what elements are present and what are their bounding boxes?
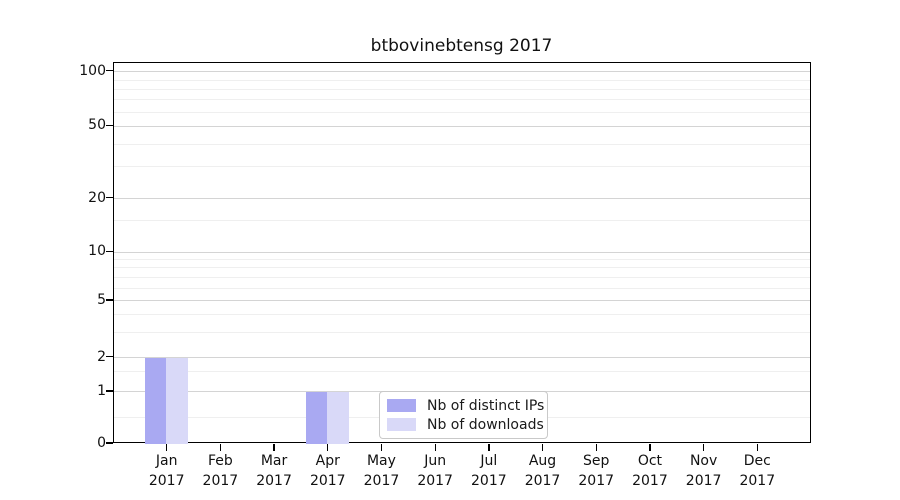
legend-item-distinct-ips: Nb of distinct IPs (387, 397, 544, 414)
gridline-minor (114, 88, 810, 90)
x-tick-mark (166, 444, 168, 451)
legend-label-downloads: Nb of downloads (427, 416, 544, 433)
y-tick-label: 10 (88, 243, 106, 260)
gridline-minor (114, 267, 810, 269)
x-tick-mark (219, 444, 222, 451)
gridline-minor (114, 314, 810, 316)
y-tick-label: 50 (88, 117, 106, 134)
x-tick-month: Nov (689, 453, 718, 469)
x-tick-month: Feb (207, 453, 233, 469)
x-tick-label: Aug 2017 (513, 451, 573, 491)
x-tick-mark (595, 444, 597, 451)
x-tick-mark (273, 444, 275, 451)
gridline-major (114, 300, 810, 302)
bar-downloads (166, 357, 188, 444)
chart-title: btbovinebtensg 2017 (370, 36, 553, 56)
x-tick-month: Oct (637, 453, 663, 469)
gridline-major (114, 125, 810, 127)
x-tick-mark (327, 444, 329, 451)
y-tick-mark (106, 356, 113, 358)
x-tick-label: Apr 2017 (298, 451, 358, 491)
legend-label-distinct-ips: Nb of distinct IPs (427, 397, 545, 414)
x-tick-year: 2017 (417, 473, 453, 489)
x-tick-year: 2017 (309, 473, 346, 489)
gridline-major (114, 71, 810, 73)
x-tick-month: Sep (583, 453, 610, 469)
gridline-major (114, 251, 810, 253)
x-tick-mark (756, 444, 758, 451)
gridline-minor (114, 99, 810, 101)
y-tick-mark (106, 250, 113, 252)
gridline-minor (114, 111, 810, 113)
y-tick-mark (106, 390, 113, 392)
x-tick-year: 2017 (524, 473, 561, 489)
gridline-minor (114, 287, 810, 289)
x-tick-mark (488, 444, 490, 451)
y-tick-label: 1 (97, 382, 106, 399)
y-tick-mark (106, 70, 113, 72)
x-tick-label: Jan 2017 (137, 451, 197, 491)
x-tick-month: May (366, 453, 396, 469)
gridline-minor (114, 371, 810, 373)
x-tick-year: 2017 (148, 473, 185, 489)
y-tick-label: 5 (97, 291, 106, 308)
x-tick-year: 2017 (202, 473, 239, 489)
x-tick-year: 2017 (739, 473, 776, 489)
x-tick-year: 2017 (471, 473, 507, 489)
x-tick-mark (380, 444, 383, 451)
y-tick-mark (106, 197, 113, 199)
x-tick-month: Aug (528, 453, 557, 469)
x-tick-label: Oct 2017 (620, 451, 680, 491)
x-tick-year: 2017 (632, 473, 668, 489)
legend: Nb of distinct IPs Nb of downloads (379, 391, 548, 439)
y-tick-label: 2 (97, 348, 106, 365)
x-tick-month: Jun (424, 453, 447, 469)
x-tick-mark (541, 444, 544, 451)
legend-swatch-downloads (387, 418, 416, 431)
x-tick-mark (434, 444, 436, 451)
x-tick-label: Mar 2017 (244, 451, 304, 491)
x-tick-label: Feb 2017 (190, 451, 250, 491)
legend-swatch-distinct-ips (387, 399, 416, 412)
x-tick-year: 2017 (685, 473, 722, 489)
y-tick-label: 100 (79, 62, 106, 79)
x-tick-label: Sep 2017 (566, 451, 626, 491)
x-tick-label: Jul 2017 (459, 451, 519, 491)
gridline-minor (114, 276, 810, 278)
gridline-major (114, 357, 810, 359)
x-tick-month: Apr (315, 453, 340, 469)
y-tick-mark (106, 442, 113, 444)
gridline-minor (114, 143, 810, 145)
bar-downloads (327, 391, 349, 444)
x-tick-month: Mar (260, 453, 288, 469)
x-tick-label: May 2017 (351, 451, 411, 491)
y-tick-mark (106, 124, 113, 127)
y-tick-label: 0 (97, 435, 106, 451)
x-tick-label: Dec 2017 (727, 451, 787, 491)
x-tick-year: 2017 (578, 473, 615, 489)
gridline-minor (114, 332, 810, 334)
gridline-minor (114, 166, 810, 168)
x-tick-label: Jun 2017 (405, 451, 465, 491)
legend-item-downloads: Nb of downloads (387, 416, 544, 433)
gridline-minor (114, 259, 810, 261)
x-tick-mark (703, 444, 705, 451)
gridline-minor (114, 79, 810, 81)
x-tick-mark (649, 444, 651, 451)
x-tick-label: Nov 2017 (674, 451, 734, 491)
y-tick-mark (106, 299, 113, 301)
x-tick-year: 2017 (363, 473, 400, 489)
x-tick-month: Dec (743, 453, 771, 469)
bar-distinct-ips (305, 391, 328, 444)
gridline-major (114, 198, 810, 200)
y-tick-label: 20 (88, 189, 106, 206)
bar-distinct-ips (144, 357, 167, 444)
x-tick-month: Jan (155, 453, 178, 469)
plot-area: Nb of distinct IPs Nb of downloads (113, 62, 811, 444)
x-tick-year: 2017 (256, 473, 292, 489)
gridline-minor (114, 220, 810, 222)
x-tick-month: Jul (480, 453, 498, 469)
